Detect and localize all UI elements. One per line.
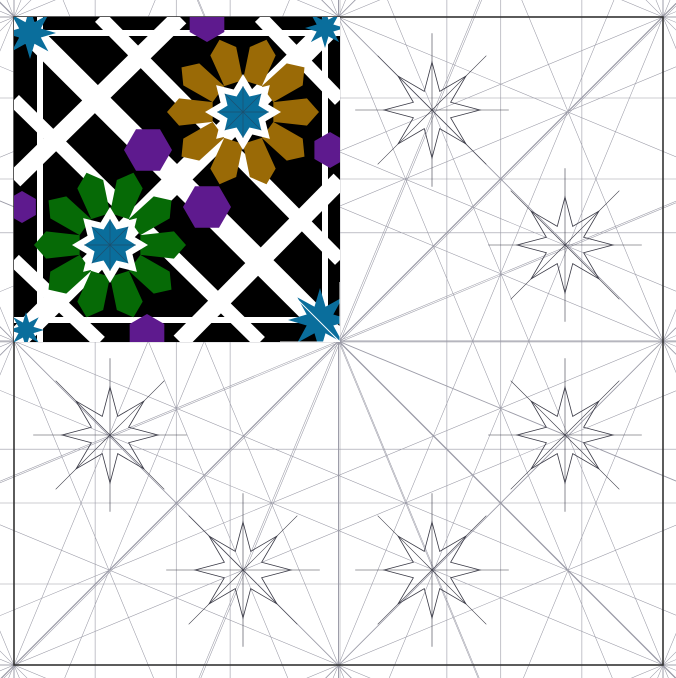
star-spoke bbox=[109, 380, 165, 436]
gold-rosette-petal bbox=[243, 39, 276, 87]
blue-corner-star bbox=[14, 17, 56, 59]
star-spoke bbox=[564, 380, 620, 436]
white-strap bbox=[14, 30, 340, 36]
star-spoke bbox=[109, 434, 165, 490]
green-rosette-center-spoke bbox=[109, 226, 129, 246]
green-rosette-center-spoke bbox=[109, 244, 129, 264]
gold-rosette-center-spoke bbox=[224, 93, 244, 113]
gold-rosette-petal bbox=[181, 63, 225, 103]
star-spoke bbox=[431, 55, 487, 111]
green-rosette-petal bbox=[34, 231, 80, 259]
corner-spoke bbox=[297, 299, 340, 342]
white-strap bbox=[254, 17, 340, 105]
star-spoke bbox=[188, 515, 244, 571]
purple-tile bbox=[189, 17, 225, 42]
purple-tile bbox=[124, 129, 172, 171]
star-spoke bbox=[564, 244, 620, 300]
green-rosette-center-spoke bbox=[91, 226, 111, 246]
purple-tile bbox=[129, 314, 165, 342]
gold-rosette-center-spoke bbox=[242, 111, 262, 131]
star-spoke bbox=[377, 569, 433, 625]
white-strap bbox=[14, 317, 340, 323]
green-rosette-petal bbox=[77, 270, 110, 318]
gold-rosette-petal bbox=[243, 137, 276, 185]
star-spoke bbox=[377, 515, 433, 571]
star-spoke bbox=[431, 515, 487, 571]
gold-rosette-petal bbox=[261, 121, 305, 161]
star-spoke bbox=[242, 515, 298, 571]
star-spoke bbox=[510, 190, 566, 246]
star-spoke bbox=[510, 244, 566, 300]
green-rosette-center-spoke bbox=[91, 244, 111, 264]
green-rosette-petal bbox=[128, 196, 172, 236]
green-rosette-petal bbox=[110, 270, 143, 318]
green-rosette-petal bbox=[48, 196, 92, 236]
star-spoke bbox=[431, 569, 487, 625]
gold-rosette-petal bbox=[181, 121, 225, 161]
gold-rosette-center-spoke bbox=[224, 111, 244, 131]
white-strap bbox=[322, 17, 328, 342]
star-spoke bbox=[510, 434, 566, 490]
green-rosette-petal bbox=[140, 231, 186, 259]
star-spoke bbox=[510, 380, 566, 436]
star-spoke bbox=[188, 569, 244, 625]
colored-tile-quadrant bbox=[14, 17, 340, 342]
star-spoke bbox=[242, 569, 298, 625]
white-strap bbox=[37, 17, 43, 342]
green-rosette-petal bbox=[128, 254, 172, 294]
purple-tile bbox=[183, 186, 231, 228]
blue-corner-star bbox=[14, 312, 44, 342]
green-rosette-petal bbox=[48, 254, 92, 294]
star-spoke bbox=[55, 380, 111, 436]
gold-rosette-petal bbox=[273, 98, 319, 126]
purple-tile bbox=[314, 132, 340, 168]
green-rosette-petal bbox=[110, 172, 143, 220]
star-spoke bbox=[55, 434, 111, 490]
purple-tile bbox=[14, 191, 36, 223]
green-rosette-petal bbox=[77, 172, 110, 220]
star-spoke bbox=[377, 55, 433, 111]
blue-corner-star bbox=[305, 17, 340, 48]
gold-rosette-petal bbox=[210, 39, 243, 87]
gold-rosette-petal bbox=[210, 137, 243, 185]
star-spoke bbox=[431, 109, 487, 165]
gold-rosette-center-spoke bbox=[242, 93, 262, 113]
star-spoke bbox=[564, 434, 620, 490]
gold-rosette-petal bbox=[261, 63, 305, 103]
star-spoke bbox=[564, 190, 620, 246]
star-spoke bbox=[377, 109, 433, 165]
gold-rosette-petal bbox=[167, 98, 213, 126]
